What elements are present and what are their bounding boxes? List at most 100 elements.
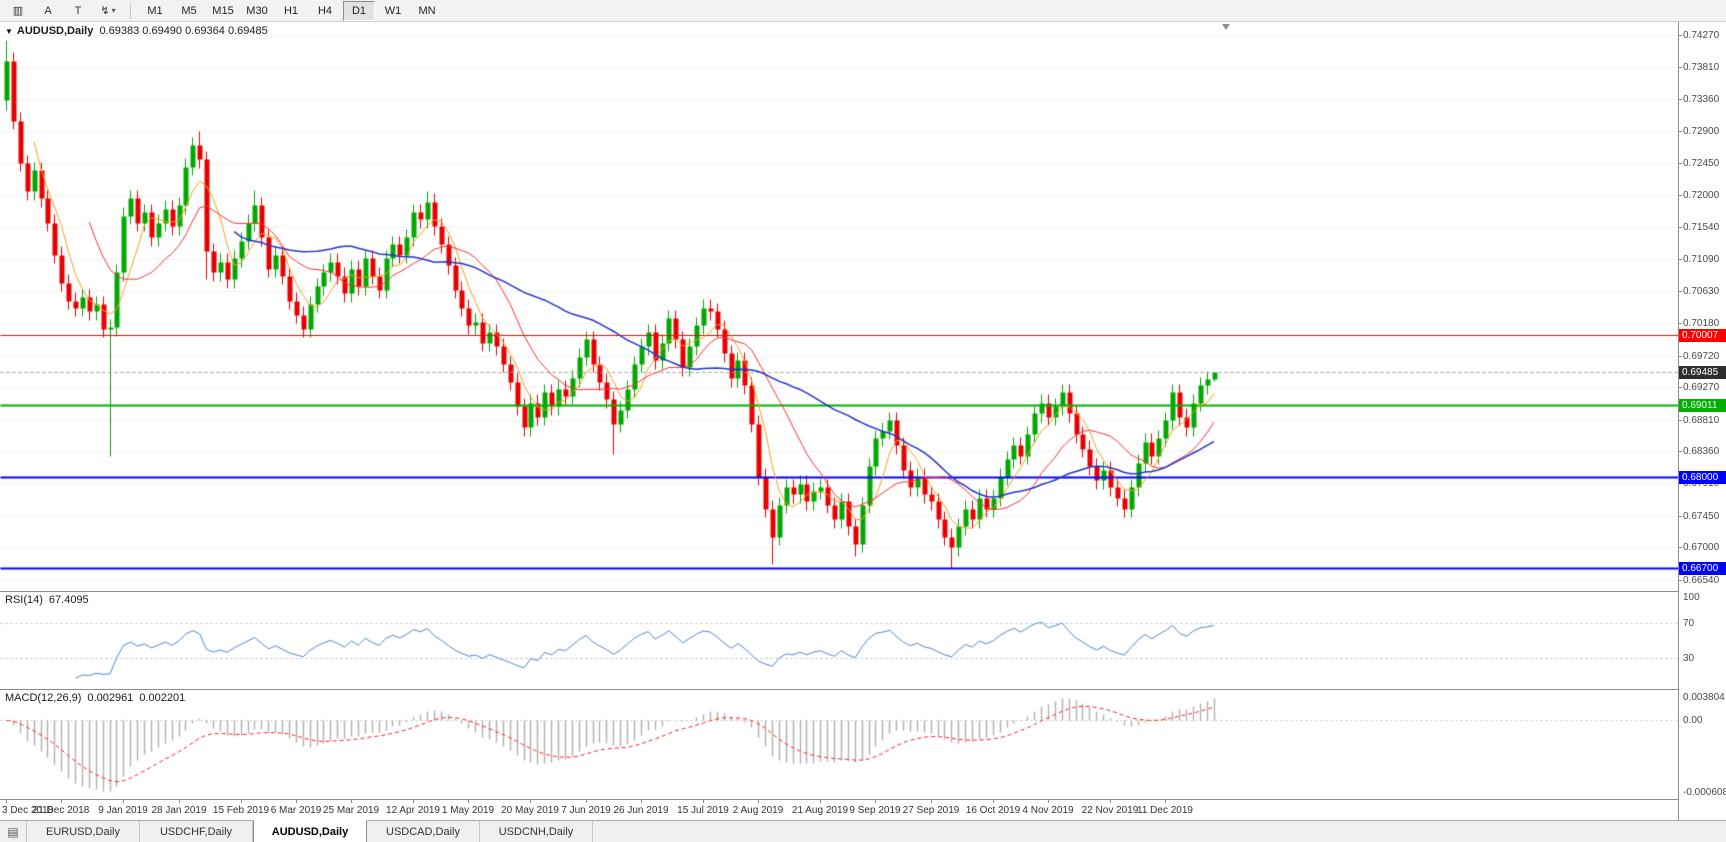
macd-axis-zero-label: 0.00	[1683, 715, 1703, 726]
price-tick-mark	[1679, 163, 1682, 164]
price-tick-label: 0.72900	[1683, 126, 1720, 138]
macd-canvas[interactable]	[0, 690, 1678, 799]
timeframe-button-m30[interactable]: M30	[246, 4, 268, 17]
price-tick-label: 0.67450	[1683, 510, 1720, 522]
timeframe-button-m5[interactable]: M5	[181, 4, 197, 17]
date-tick-label: 27 Sep 2019	[902, 805, 960, 816]
price-tick-label: 0.69270	[1683, 382, 1720, 394]
date-tick-mark	[179, 800, 180, 803]
date-tick-label: 21 Dec 2018	[32, 805, 90, 816]
price-tick-label: 0.70630	[1683, 286, 1720, 298]
date-tick-label: 28 Jan 2019	[151, 805, 207, 816]
rsi-axis-label: 70	[1683, 618, 1695, 630]
tab-usdcnh[interactable]: USDCNH,Daily	[480, 821, 593, 842]
cursor-arrow-icon[interactable]: A	[34, 1, 62, 21]
date-tick-mark	[413, 800, 414, 803]
macd-title: MACD(12,26,9) 0.002961 0.002201	[5, 692, 185, 704]
rsi-axis-label: 30	[1683, 652, 1695, 664]
date-tick-label: 22 Nov 2019	[1081, 805, 1139, 816]
rsi-indicator-pane: RSI(14) 67.4095	[0, 592, 1678, 690]
date-tick-label: 11 Dec 2019	[1137, 805, 1193, 816]
date-tick-label: 21 Aug 2019	[791, 805, 849, 816]
date-tick-label: 3 Dec 2018	[2, 805, 54, 816]
toolbar-separator	[130, 2, 131, 19]
date-tick-mark	[123, 800, 124, 803]
window-list-icon[interactable]: ▤	[0, 821, 27, 842]
date-tick-mark	[351, 800, 352, 803]
price-tick-mark	[1679, 356, 1682, 357]
date-tick-label: 2 Aug 2019	[732, 805, 784, 816]
date-tick-mark	[586, 800, 587, 803]
chart-shift-marker-icon[interactable]	[1222, 24, 1230, 30]
zigzag-indicator-icon[interactable]: ↯ ▾	[94, 1, 122, 21]
timeframe-button-m15[interactable]: M15	[212, 4, 234, 17]
date-tick-mark	[1165, 800, 1166, 803]
date-tick-mark	[241, 800, 242, 803]
price-tick-label: 0.73810	[1683, 62, 1720, 74]
price-tick-label: 0.72000	[1683, 189, 1720, 201]
date-tick-mark	[530, 800, 531, 803]
price-tick-mark	[1679, 291, 1682, 292]
timeframe-button-d1[interactable]: D1	[343, 0, 375, 21]
timeframe-button-w1[interactable]: W1	[384, 4, 402, 17]
tab-eurusd[interactable]: EURUSD,Daily	[27, 821, 140, 842]
tab-usdcad[interactable]: USDCAD,Daily	[367, 821, 480, 842]
price-tick-label: 0.73360	[1683, 93, 1720, 105]
zigzag-indicator-icon: ↯	[100, 5, 110, 17]
timeframe-button-h4[interactable]: H4	[317, 4, 333, 17]
date-axis[interactable]: 3 Dec 2018 21 Dec 2018 9 Jan 2019 28 Jan 20…	[0, 800, 1678, 820]
price-tick-label: 0.66540	[1683, 574, 1720, 586]
chart-toolbar: ▥ A T ↯ ▾ M1 M5 M15 M30 H1 H4 D1 W1 MN	[0, 0, 1726, 22]
timeframe-button-mn[interactable]: MN	[418, 4, 436, 17]
price-tick-label: 0.74270	[1683, 29, 1720, 41]
date-tick-mark	[1110, 800, 1111, 803]
open-value: 0.69383	[99, 25, 140, 37]
rsi-value: 67.4095	[48, 594, 89, 606]
macd-label: MACD(12,26,9)	[5, 692, 82, 704]
price-tick-label: 0.68360	[1683, 446, 1720, 458]
price-tick-mark	[1679, 323, 1682, 324]
collapse-indicator-icon[interactable]: ▼	[5, 27, 13, 36]
date-tick-mark	[820, 800, 821, 803]
date-tick-mark	[703, 800, 704, 803]
rsi-canvas[interactable]	[0, 592, 1678, 689]
date-tick-mark	[6, 800, 7, 803]
macd-axis-max-label: 0.003804	[1683, 692, 1725, 703]
price-level-badge: 0.68000	[1679, 471, 1726, 484]
price-tick-label: 0.70180	[1683, 318, 1720, 330]
date-tick-label: 25 Mar 2019	[322, 805, 380, 816]
macd-indicator-pane: MACD(12,26,9) 0.002961 0.002201	[0, 690, 1678, 800]
timeframe-button-m1[interactable]: M1	[147, 4, 163, 17]
main-chart-canvas[interactable]	[0, 22, 1678, 591]
text-tool-icon[interactable]: T	[64, 1, 92, 21]
date-tick-label: 15 Jul 2019	[677, 805, 729, 816]
price-tick-mark	[1679, 387, 1682, 388]
chart-panes: ▼ AUDUSD,Daily 0.69383 0.69490 0.69364 0.…	[0, 22, 1678, 820]
price-tick-label: 0.71540	[1683, 222, 1720, 234]
date-tick-label: 12 Apr 2019	[386, 805, 440, 816]
date-tick-mark	[641, 800, 642, 803]
macd-main-value: 0.002961	[87, 692, 134, 704]
chart-region: ▼ AUDUSD,Daily 0.69383 0.69490 0.69364 0.…	[0, 22, 1726, 820]
date-tick-label: 6 Mar 2019	[270, 805, 322, 816]
date-tick-label: 1 May 2019	[441, 805, 495, 816]
date-tick-mark	[758, 800, 759, 803]
price-tick-label: 0.69720	[1683, 350, 1720, 362]
price-level-badge: 0.69485	[1679, 366, 1726, 379]
price-axis[interactable]: 0.74270 0.73810 0.73360 0.72900 0.72450 0.720…	[1678, 22, 1726, 820]
chart-type-icon[interactable]: ▥	[4, 1, 32, 21]
price-level-badge: 0.66700	[1679, 562, 1726, 575]
price-tick-mark	[1679, 99, 1682, 100]
date-tick-mark	[875, 800, 876, 803]
date-tick-label: 4 Nov 2019	[1022, 805, 1074, 816]
price-tick-mark	[1679, 259, 1682, 260]
macd-signal-value: 0.002201	[139, 692, 186, 704]
text-tool-icon: T	[74, 4, 82, 17]
date-tick-mark	[468, 800, 469, 803]
tab-audusd[interactable]: AUDUSD,Daily	[253, 820, 367, 842]
date-tick-label: 9 Jan 2019	[98, 805, 148, 816]
timeframe-button-h1[interactable]: H1	[283, 4, 299, 17]
price-tick-label: 0.72450	[1683, 158, 1720, 170]
tab-usdchf[interactable]: USDCHF,Daily	[140, 821, 253, 842]
price-tick-label: 0.68810	[1683, 414, 1720, 426]
